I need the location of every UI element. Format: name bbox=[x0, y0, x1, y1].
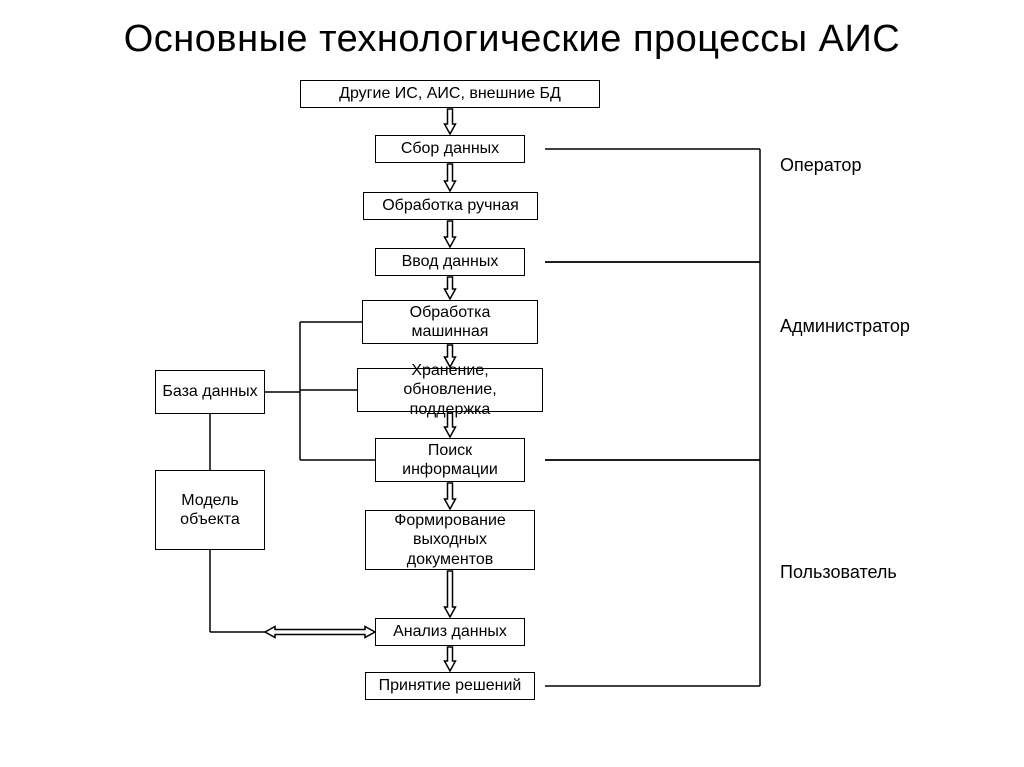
page-title: Основные технологические процессы АИС bbox=[0, 18, 1024, 61]
role-label-r_user: Пользователь bbox=[780, 562, 897, 583]
flow-node-n_manual: Обработка ручная bbox=[363, 192, 538, 220]
flow-node-n_machine: Обработка машинная bbox=[362, 300, 538, 344]
flow-node-n_store: Хранение, обновление, поддержка bbox=[357, 368, 543, 412]
flow-node-n_input: Ввод данных bbox=[375, 248, 525, 276]
flow-node-n_search: Поиск информации bbox=[375, 438, 525, 482]
diagram-stage: Основные технологические процессы АИС Др… bbox=[0, 0, 1024, 767]
flow-node-n_other: Другие ИС, АИС, внешние БД bbox=[300, 80, 600, 108]
flow-node-n_db: База данных bbox=[155, 370, 265, 414]
flow-node-n_collect: Сбор данных bbox=[375, 135, 525, 163]
flow-node-n_output: Формирование выходных документов bbox=[365, 510, 535, 570]
role-label-r_admin: Администратор bbox=[780, 316, 910, 337]
flow-node-n_analyze: Анализ данных bbox=[375, 618, 525, 646]
role-label-r_op: Оператор bbox=[780, 155, 861, 176]
flow-node-n_model: Модель объекта bbox=[155, 470, 265, 550]
flow-node-n_decide: Принятие решений bbox=[365, 672, 535, 700]
